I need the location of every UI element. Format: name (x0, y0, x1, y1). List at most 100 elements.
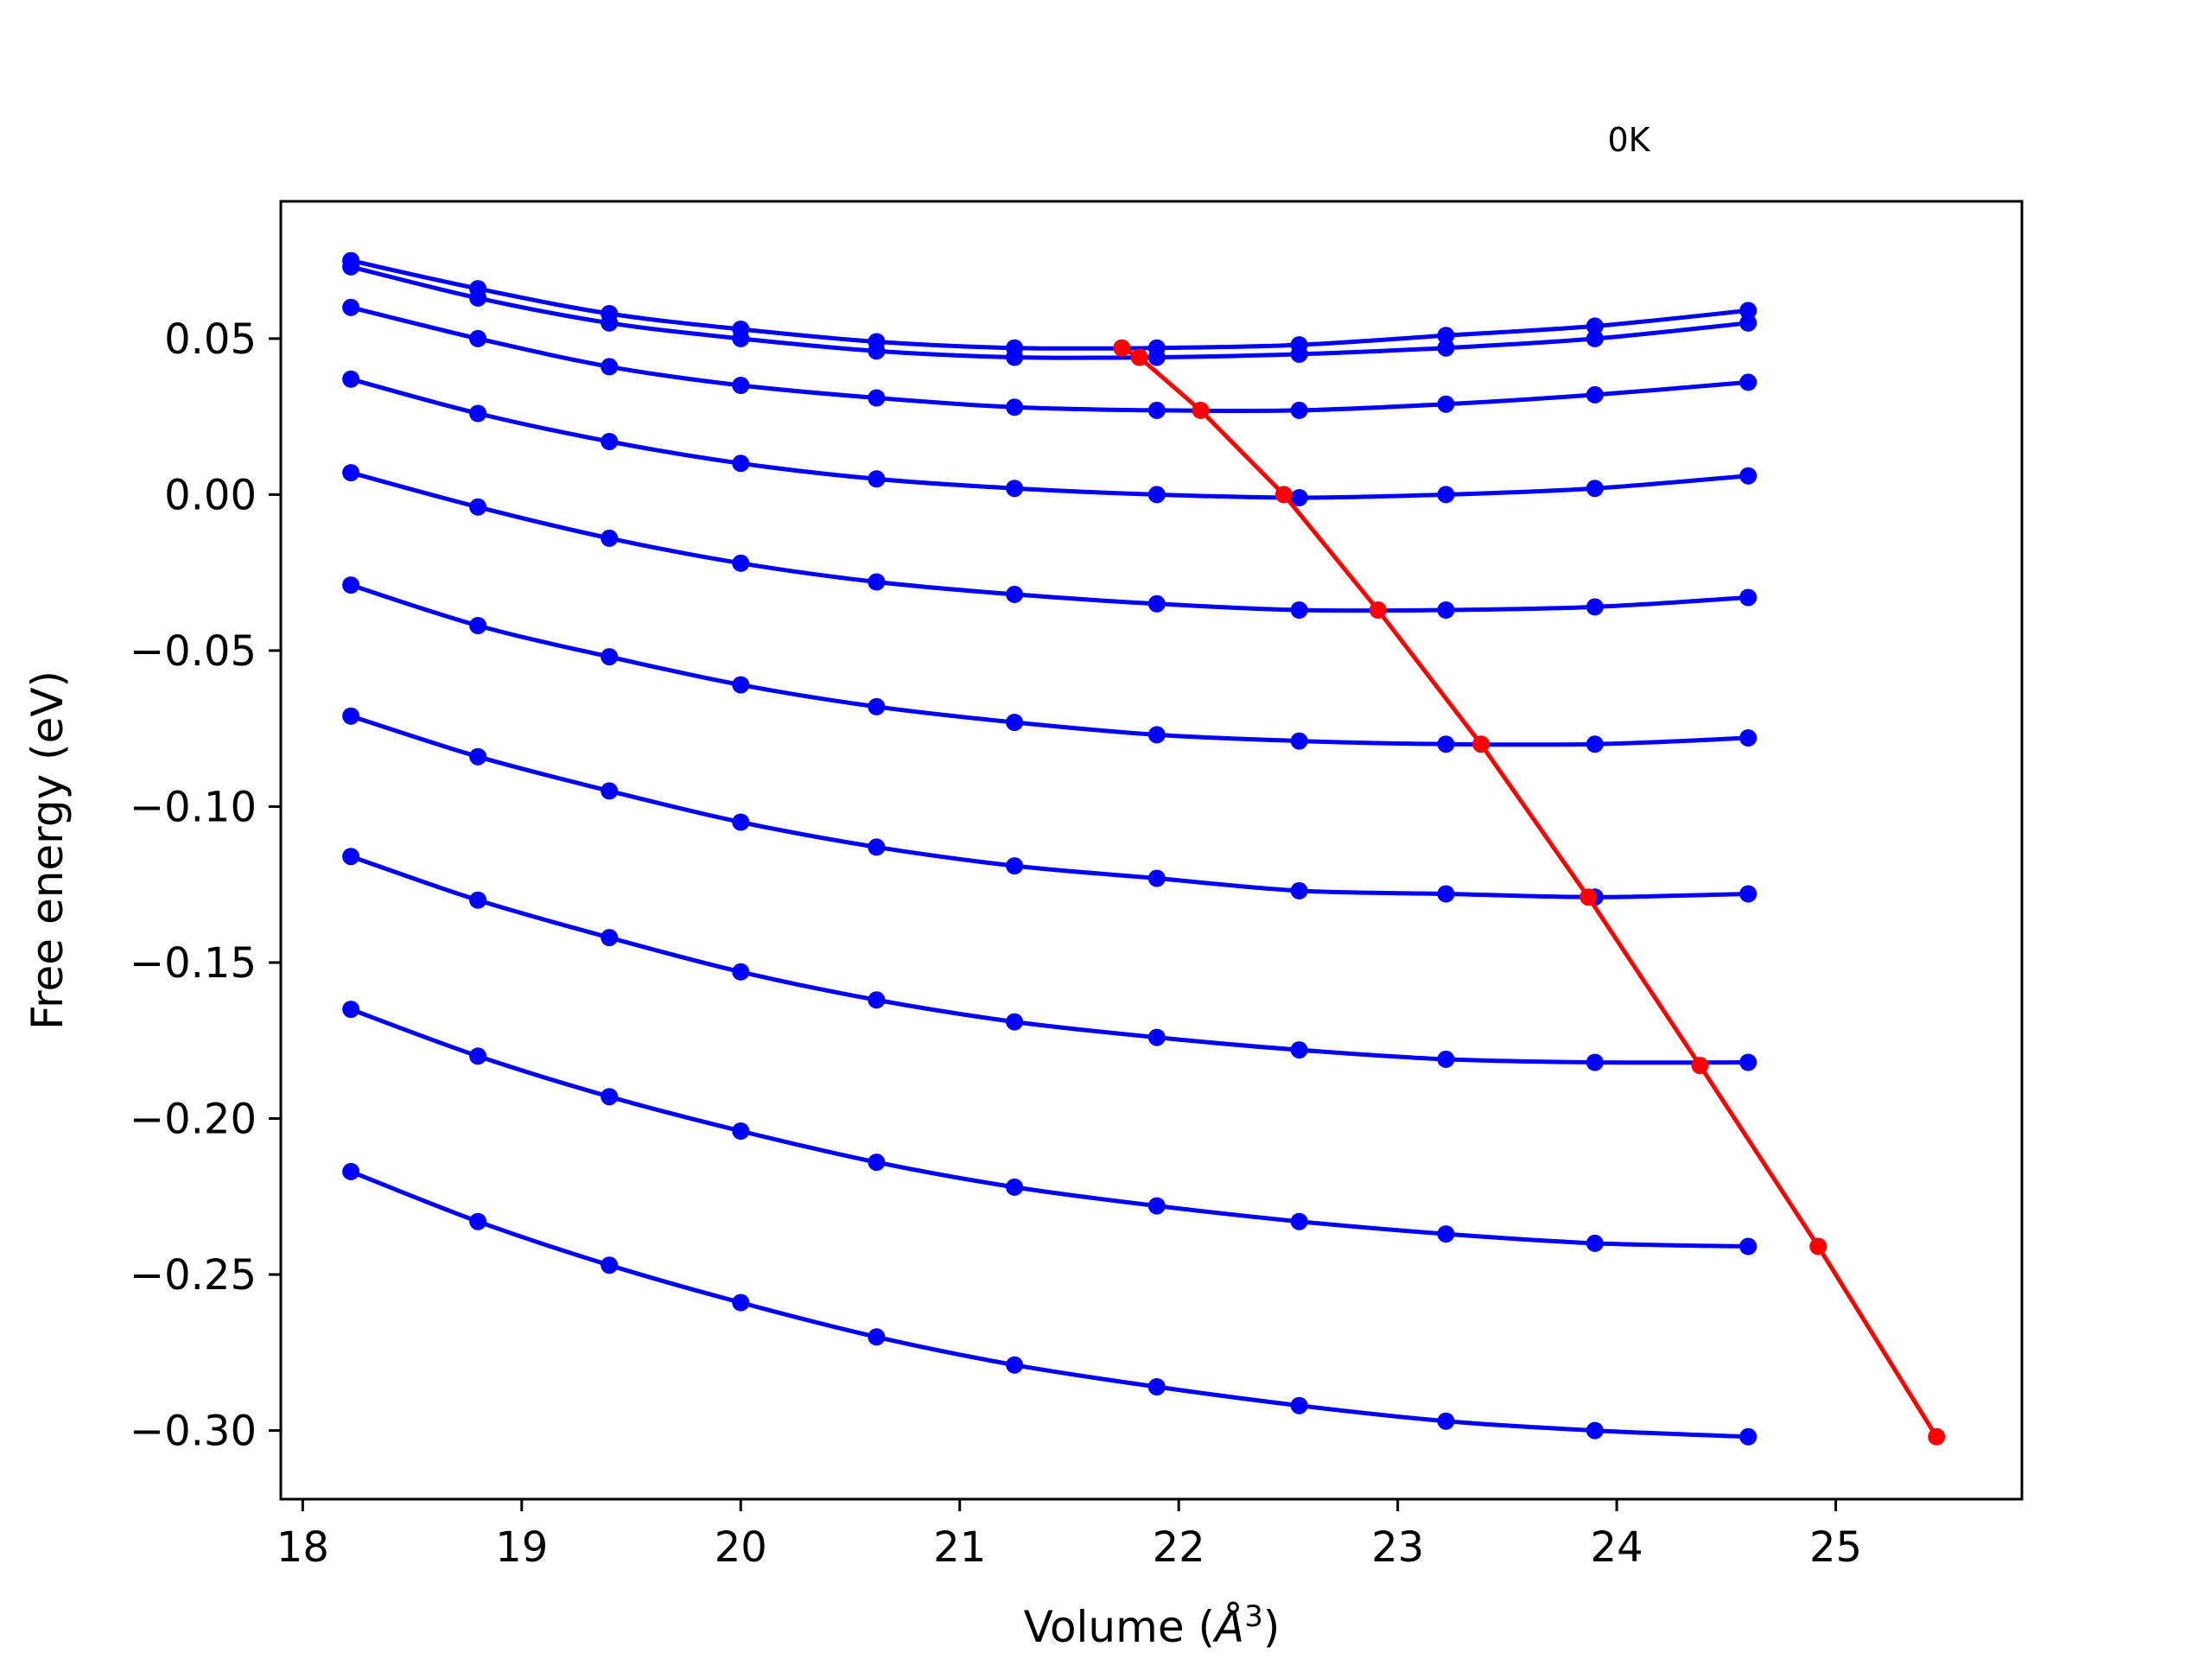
data-point (1739, 1237, 1758, 1255)
data-point (342, 576, 360, 594)
data-point (342, 298, 360, 316)
series-layer (342, 251, 1758, 1446)
data-point (1437, 1412, 1455, 1430)
minimum-point (1130, 348, 1148, 366)
data-point (1147, 486, 1166, 504)
data-point (342, 257, 360, 276)
y-tick-label: 0.00 (164, 471, 257, 519)
minimum-point (1274, 486, 1293, 504)
minimum-point (1369, 601, 1387, 619)
x-tick-label: 22 (1153, 1523, 1205, 1572)
data-point (469, 891, 487, 909)
data-point (1586, 735, 1604, 753)
x-tick-label: 19 (495, 1523, 548, 1572)
data-point (469, 404, 487, 423)
data-point (1290, 401, 1308, 419)
series-2 (342, 257, 1758, 366)
data-point (1739, 314, 1758, 332)
data-point (868, 697, 886, 715)
data-point (1290, 601, 1308, 619)
data-point (1739, 729, 1758, 747)
data-point (1290, 1396, 1308, 1414)
x-axis-label-symbol: Å (1212, 1602, 1244, 1652)
data-point (342, 1162, 360, 1180)
series-6 (342, 576, 1758, 753)
data-point (1006, 1356, 1024, 1374)
x-tick-label: 18 (276, 1523, 329, 1572)
x-axis-label-exponent: 3 (1244, 1599, 1263, 1634)
data-point (1006, 1013, 1024, 1031)
x-axis-label: Volume (Å3) (1024, 1599, 1281, 1652)
data-point (1006, 714, 1024, 731)
data-point (469, 289, 487, 307)
data-point (868, 1154, 886, 1172)
data-point (469, 747, 487, 766)
data-point (469, 498, 487, 516)
data-point (868, 470, 886, 488)
data-point (1290, 881, 1308, 899)
series-4 (342, 370, 1758, 506)
data-point (868, 573, 886, 591)
data-point (601, 1088, 619, 1106)
data-point (868, 838, 886, 856)
data-point (1739, 1053, 1758, 1071)
minimum-point (1580, 888, 1598, 906)
y-tick-label: 0.05 (164, 315, 257, 364)
data-point (1147, 1378, 1166, 1395)
data-point (601, 529, 619, 547)
minimum-point (1113, 339, 1131, 357)
data-point (342, 707, 360, 725)
data-point (1006, 857, 1024, 875)
data-point (868, 389, 886, 407)
data-point (469, 329, 487, 347)
data-point (1739, 588, 1758, 607)
data-point (342, 370, 360, 388)
y-tick-label: −0.05 (130, 627, 257, 676)
data-point (1739, 373, 1758, 391)
series-5 (342, 464, 1758, 619)
data-point (1290, 345, 1308, 363)
minimum-line (1121, 346, 1939, 1439)
data-point (1290, 732, 1308, 750)
data-point (1437, 1050, 1455, 1068)
data-point (1586, 480, 1604, 498)
data-point (342, 464, 360, 482)
data-point (1586, 1234, 1604, 1252)
data-point (1147, 401, 1166, 419)
data-point (1006, 398, 1024, 416)
y-axis-ticks: 0.05 0.00 −0.05 −0.10 −0.15 −0.20 −0.25 −0.30 (130, 315, 281, 1456)
x-tick-label: 20 (715, 1523, 767, 1572)
data-point (868, 1328, 886, 1346)
data-point (1739, 302, 1758, 320)
data-point (732, 676, 750, 694)
data-point (1006, 1178, 1024, 1196)
data-point (342, 848, 360, 866)
data-point (1437, 601, 1455, 619)
data-point (601, 782, 619, 800)
data-point (1586, 598, 1604, 616)
data-point (1437, 1225, 1455, 1243)
y-tick-label: −0.20 (130, 1096, 257, 1144)
data-point (469, 617, 487, 634)
temperature-annotation: 0K (1607, 121, 1650, 159)
y-tick-label: −0.30 (130, 1408, 257, 1456)
data-point (732, 454, 750, 473)
data-point (1147, 348, 1166, 366)
x-tick-label: 21 (933, 1523, 986, 1572)
data-point (732, 813, 750, 831)
x-tick-label: 24 (1591, 1523, 1643, 1572)
data-point (601, 648, 619, 666)
data-point (342, 1001, 360, 1019)
data-point (732, 329, 750, 347)
data-point (1437, 339, 1455, 357)
series-9 (342, 1001, 1758, 1255)
series-3 (342, 298, 1758, 419)
data-point (1437, 327, 1455, 345)
x-tick-label: 23 (1371, 1523, 1424, 1572)
data-point (1147, 1197, 1166, 1215)
data-point (1437, 395, 1455, 413)
data-point (868, 991, 886, 1009)
y-tick-label: −0.15 (130, 939, 257, 988)
